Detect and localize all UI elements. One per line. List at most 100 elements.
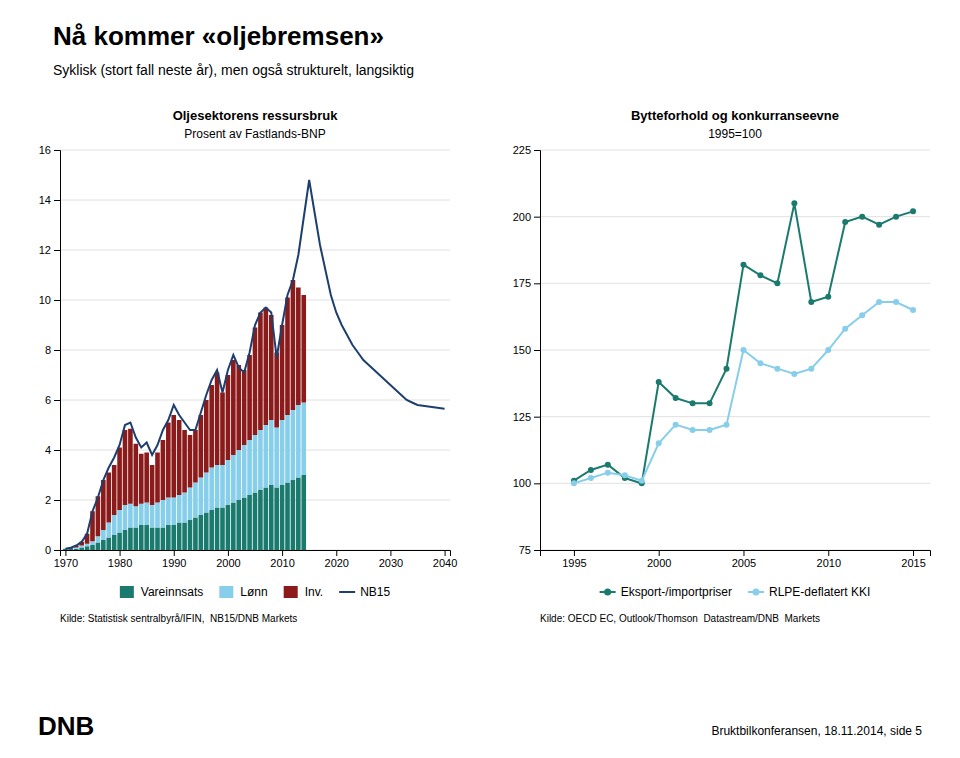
legend-label: NB15	[360, 585, 390, 599]
bar	[280, 485, 285, 550]
marker	[690, 427, 696, 433]
legend-label: RLPE-deflatert KKI	[769, 585, 870, 599]
tick-mark	[534, 283, 540, 284]
bar	[182, 523, 187, 551]
bar	[155, 503, 160, 528]
bar	[117, 448, 122, 511]
tick-mark	[54, 550, 60, 551]
tick-mark	[120, 550, 121, 556]
tick-mark	[228, 550, 229, 556]
marker	[605, 462, 611, 468]
bar	[301, 295, 306, 403]
tick: 1980	[108, 550, 132, 569]
tick-label: 2030	[379, 557, 403, 569]
tick-label: 2	[45, 494, 51, 506]
tick: 150	[513, 344, 540, 356]
bar	[150, 528, 155, 551]
y-axis: 75100125150175200225	[513, 144, 541, 556]
legend-label: Eksport-/importpriser	[621, 585, 732, 599]
tick: 2	[45, 494, 60, 506]
bar	[177, 523, 182, 551]
x-axis: 19952000200520102015	[541, 550, 931, 569]
bar	[236, 500, 241, 550]
bar	[253, 493, 258, 551]
bar	[301, 403, 306, 476]
tick-mark	[54, 500, 60, 501]
grid-line	[540, 283, 930, 284]
tick: 2000	[216, 550, 240, 569]
tick: 225	[513, 144, 540, 156]
bar	[155, 528, 160, 551]
bar	[199, 415, 204, 478]
annotation: Kilde: OECD EC, Outlook/Thomson Datastre…	[540, 613, 820, 624]
bar	[253, 328, 258, 436]
bar	[150, 505, 155, 528]
grid-line	[540, 483, 930, 484]
grid-line	[540, 216, 930, 217]
tick: 6	[45, 394, 60, 406]
markers	[571, 200, 916, 486]
legend-marker	[752, 589, 759, 596]
bar	[128, 429, 133, 504]
line	[65, 180, 444, 549]
tick-label: 150	[513, 344, 531, 356]
bar	[188, 435, 193, 488]
marker	[825, 347, 831, 353]
tick-mark	[390, 550, 391, 556]
legend-item: NB15	[339, 585, 390, 599]
bar	[236, 450, 241, 500]
tick-label: 16	[39, 144, 51, 156]
bar	[74, 549, 79, 550]
tick: 2015	[901, 550, 925, 569]
grid	[540, 150, 930, 550]
marker	[571, 480, 577, 486]
bar	[280, 420, 285, 485]
marker	[707, 400, 713, 406]
subtitle: Syklisk (stort fall neste år), men også …	[53, 62, 414, 78]
bar	[296, 478, 301, 551]
bar	[166, 525, 171, 550]
marker	[707, 427, 713, 433]
bar	[139, 525, 144, 550]
bar	[258, 430, 263, 490]
legend: Eksport-/importpriser RLPE-deflatert KKI	[600, 585, 871, 599]
line	[574, 302, 913, 483]
bar	[150, 465, 155, 505]
markers	[571, 299, 916, 486]
tick-mark	[282, 550, 283, 556]
tick-mark	[174, 550, 175, 556]
legend-label: Inv.	[305, 585, 323, 599]
bar	[296, 405, 301, 478]
tick: 2030	[379, 550, 403, 569]
tick-label: 10	[39, 294, 51, 306]
marker	[876, 299, 882, 305]
tick-mark	[54, 350, 60, 351]
bar	[264, 425, 269, 488]
legend-marker	[604, 589, 611, 596]
bar	[166, 423, 171, 498]
bar	[139, 454, 144, 504]
bar	[301, 475, 306, 550]
marker	[740, 347, 746, 353]
legend-item: Vareinnsats	[120, 585, 203, 599]
bar	[285, 483, 290, 551]
bar	[171, 498, 176, 526]
legend-swatch	[284, 586, 298, 598]
tick-label: 2005	[732, 557, 756, 569]
bar	[193, 483, 198, 518]
tick-mark	[336, 550, 337, 556]
bar	[112, 515, 117, 535]
bar	[226, 460, 231, 505]
tick-mark	[913, 550, 914, 556]
marker	[622, 472, 628, 478]
bar	[134, 506, 139, 527]
grid-line	[540, 150, 930, 151]
tick-label: 0	[45, 544, 51, 556]
bar	[74, 548, 79, 549]
bar	[220, 465, 225, 508]
bar	[161, 440, 166, 500]
tick: 14	[39, 194, 60, 206]
tick: 125	[513, 411, 540, 423]
legend-swatch	[120, 586, 134, 598]
chart: Bytteforhold og konkurranseevne1995=1001…	[513, 108, 931, 624]
